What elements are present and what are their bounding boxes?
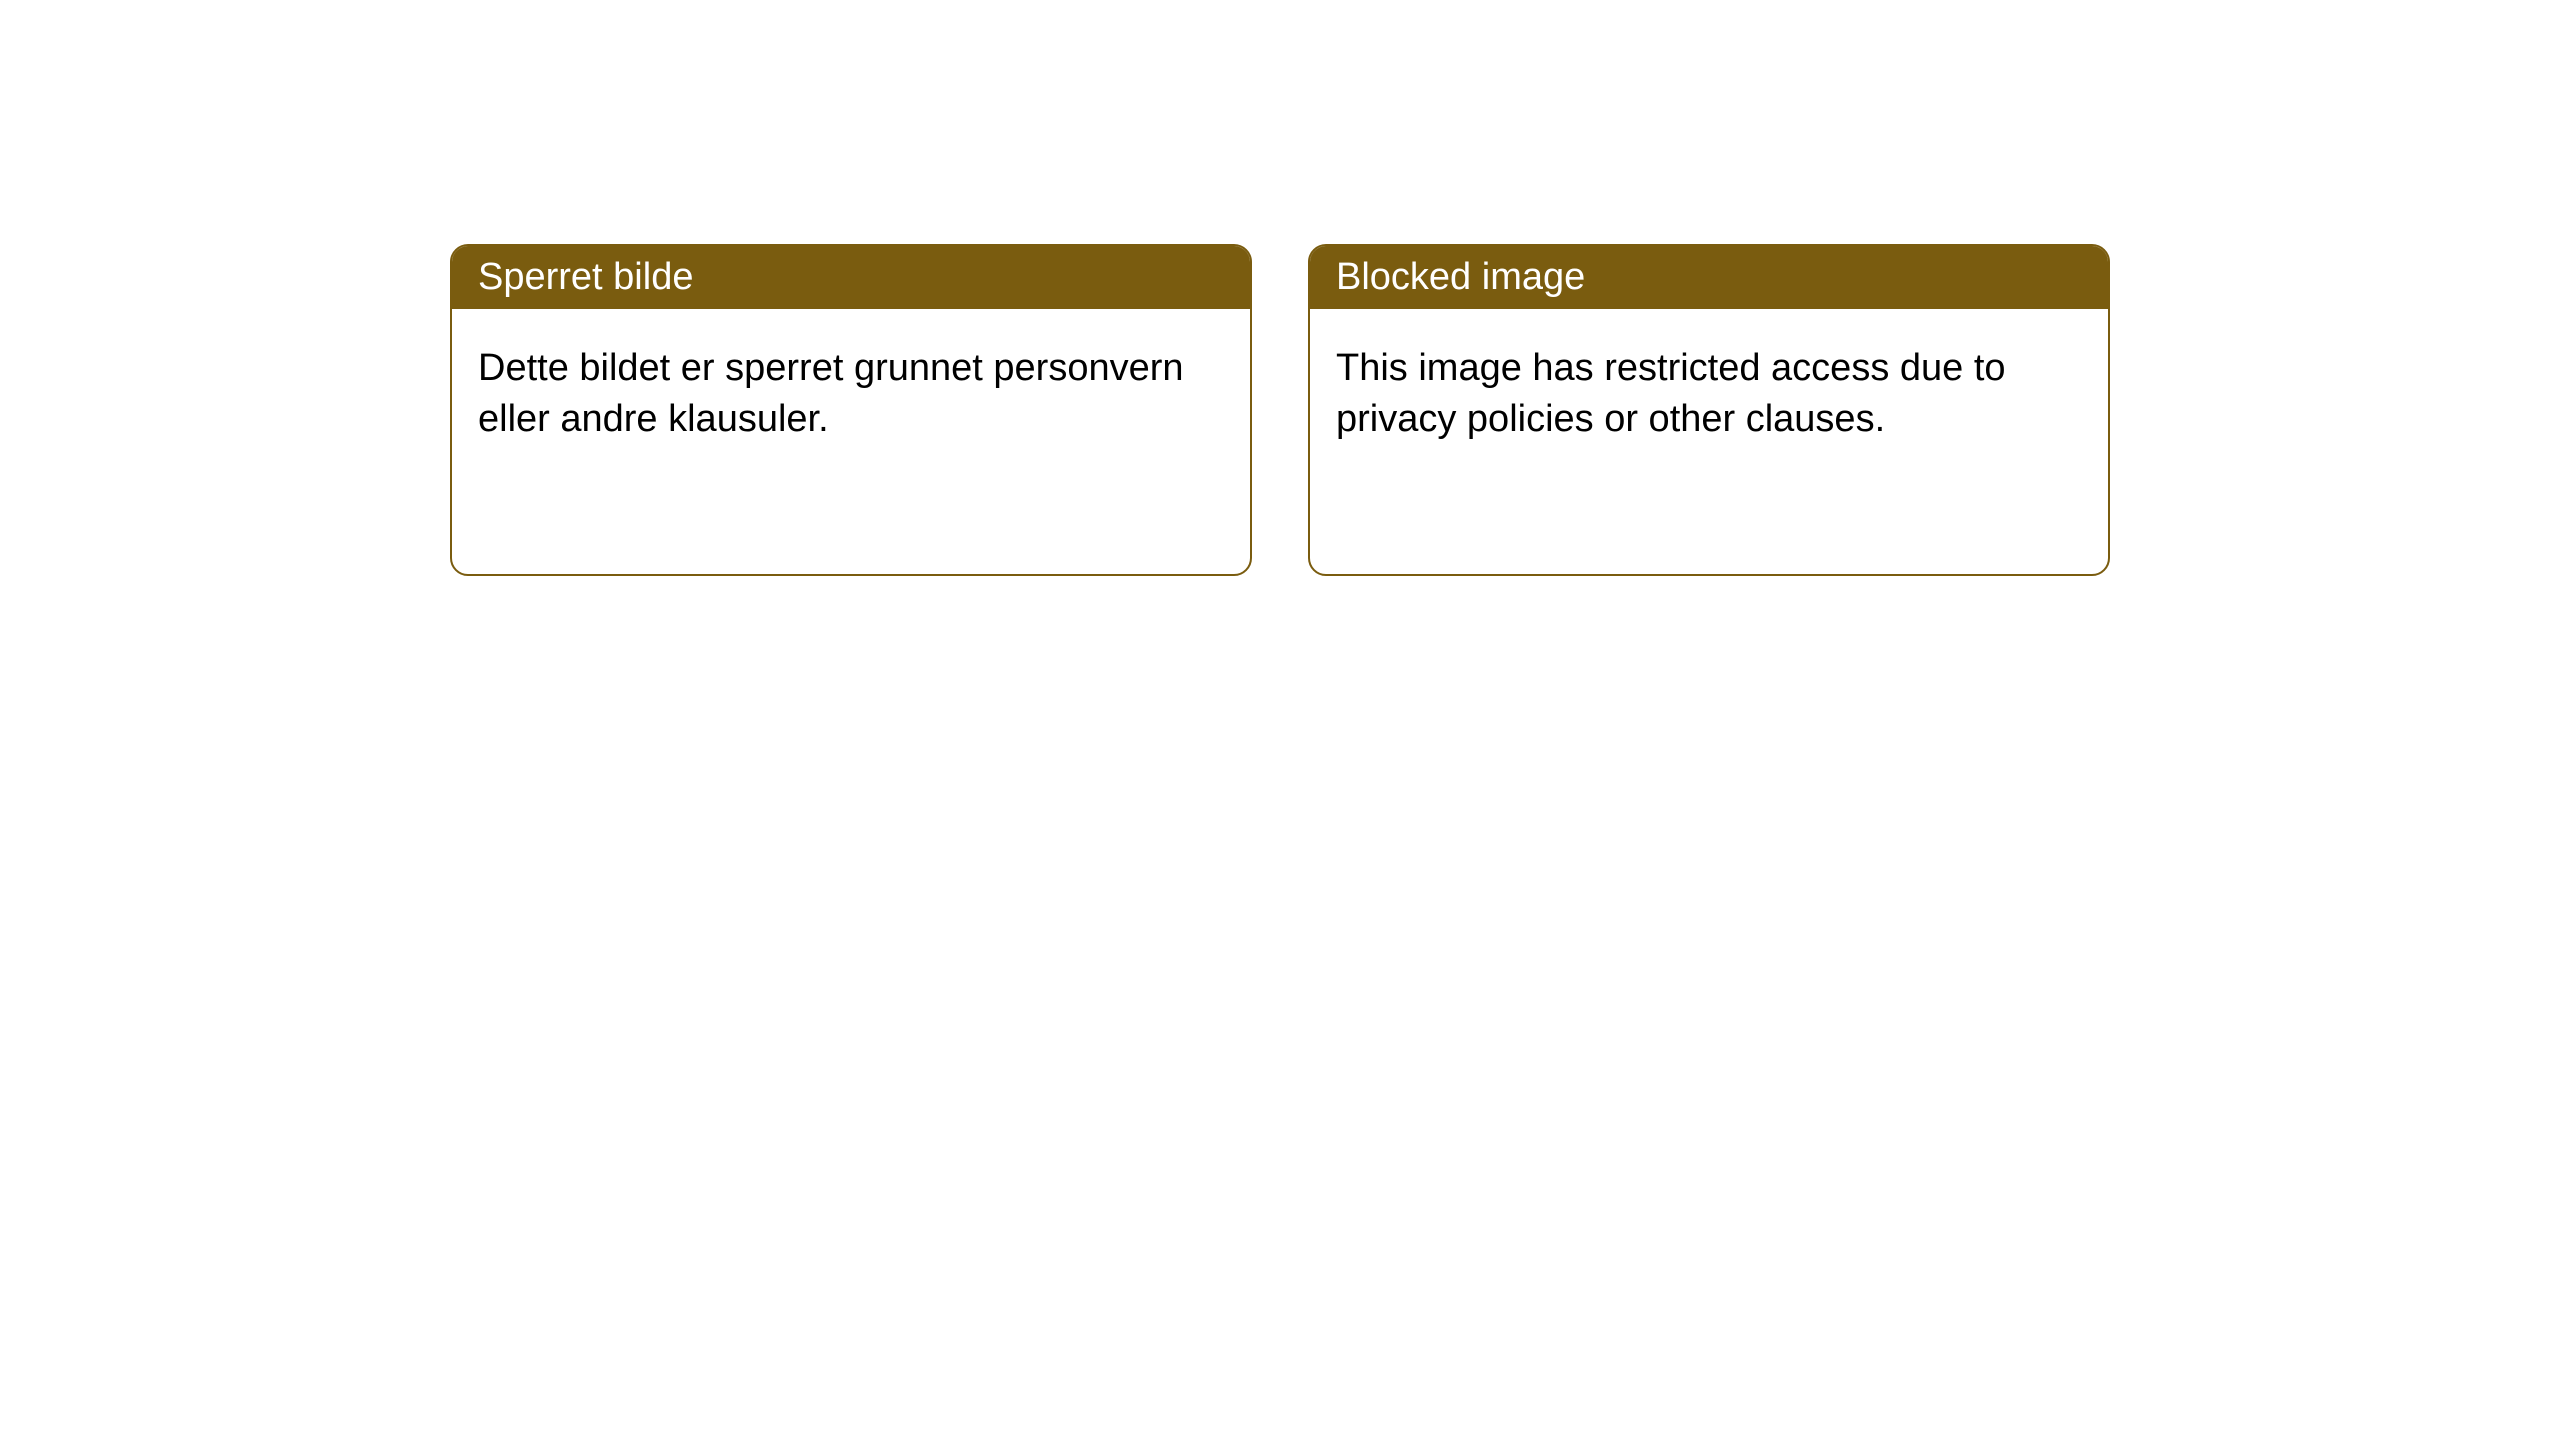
- card-message: This image has restricted access due to …: [1336, 347, 2006, 440]
- card-body: This image has restricted access due to …: [1310, 309, 2108, 574]
- card-body: Dette bildet er sperret grunnet personve…: [452, 309, 1250, 574]
- notice-container: Sperret bilde Dette bildet er sperret gr…: [0, 0, 2560, 576]
- notice-card-english: Blocked image This image has restricted …: [1308, 244, 2110, 576]
- notice-card-norwegian: Sperret bilde Dette bildet er sperret gr…: [450, 244, 1252, 576]
- card-message: Dette bildet er sperret grunnet personve…: [478, 347, 1184, 440]
- card-header: Sperret bilde: [452, 246, 1250, 309]
- card-title: Blocked image: [1336, 256, 1585, 298]
- card-header: Blocked image: [1310, 246, 2108, 309]
- card-title: Sperret bilde: [478, 256, 693, 298]
